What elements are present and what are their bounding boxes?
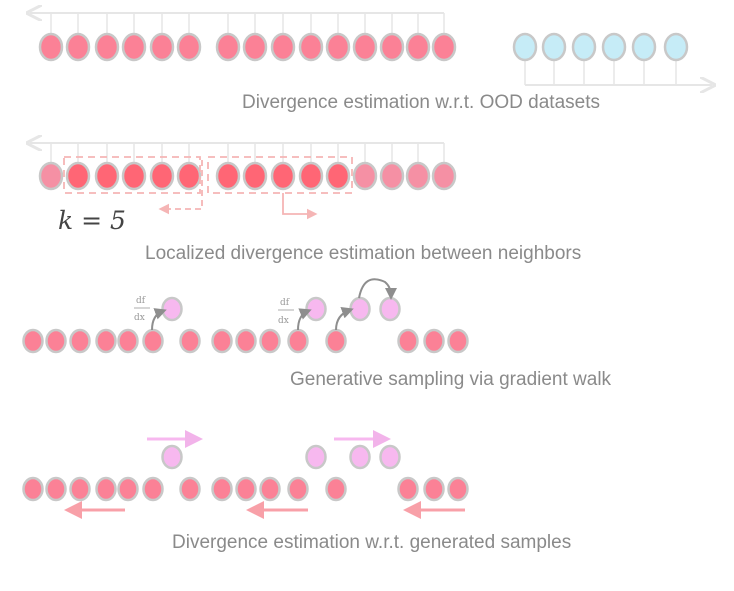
- in-distribution-sample: [447, 328, 469, 354]
- in-distribution-sample: [176, 161, 202, 191]
- in-distribution-sample: [379, 32, 405, 62]
- caption-gradient-walk: Generative sampling via gradient walk: [290, 369, 612, 390]
- in-distribution-sample: [259, 476, 281, 502]
- generated-sample: [305, 296, 327, 322]
- in-distribution-sample: [142, 476, 164, 502]
- in-distribution-sample: [235, 476, 257, 502]
- in-distribution-sample: [215, 161, 241, 191]
- in-distribution-sample: [121, 32, 147, 62]
- in-distribution-sample: [423, 328, 445, 354]
- caption-generated-divergence: Divergence estimation w.r.t. generated s…: [172, 532, 571, 553]
- in-distribution-sample: [287, 328, 309, 354]
- in-distribution-sample: [45, 476, 67, 502]
- gradient-label-numerator: df: [136, 296, 146, 306]
- in-distribution-sample: [287, 476, 309, 502]
- in-distribution-sample: [270, 32, 296, 62]
- in-distribution-sample: [352, 161, 378, 191]
- in-distribution-sample: [45, 328, 67, 354]
- in-distribution-sample: [423, 476, 445, 502]
- in-distribution-sample: [22, 476, 44, 502]
- in-distribution-sample: [431, 161, 457, 191]
- window-shift-arrow: [282, 193, 318, 220]
- gradient-label-denominator: dx: [134, 313, 145, 323]
- ood-sample: [541, 32, 567, 62]
- in-distribution-sample: [121, 161, 147, 191]
- ood-sample: [631, 32, 657, 62]
- in-distribution-sample: [149, 161, 175, 191]
- ood-sample: [601, 32, 627, 62]
- gradient-arrow: [297, 308, 312, 331]
- in-distribution-sample: [397, 476, 419, 502]
- generated-sample: [379, 444, 401, 470]
- caption-ood-divergence: Divergence estimation w.r.t. OOD dataset…: [242, 92, 600, 113]
- in-distribution-sample: [259, 328, 281, 354]
- in-distribution-sample: [176, 32, 202, 62]
- in-distribution-sample: [95, 328, 117, 354]
- in-distribution-sample: [65, 32, 91, 62]
- in-distribution-sample: [325, 476, 347, 502]
- in-distribution-sample: [397, 328, 419, 354]
- in-distribution-sample: [405, 161, 431, 191]
- in-distribution-sample: [325, 328, 347, 354]
- in-distribution-sample: [447, 476, 469, 502]
- neighbor-window-box: [63, 156, 201, 194]
- in-distribution-sample: [270, 161, 296, 191]
- in-distribution-sample: [242, 161, 268, 191]
- generated-sample: [305, 444, 327, 470]
- in-distribution-sample: [179, 476, 201, 502]
- in-distribution-sample: [95, 476, 117, 502]
- ood-sample: [663, 32, 689, 62]
- in-distribution-sample: [215, 32, 241, 62]
- gradient-walk-arc: [358, 278, 397, 300]
- in-distribution-sample: [38, 161, 64, 191]
- in-distribution-sample: [242, 32, 268, 62]
- in-distribution-sample: [69, 476, 91, 502]
- in-distribution-sample: [179, 328, 201, 354]
- in-distribution-sample: [22, 328, 44, 354]
- ood-sample: [512, 32, 538, 62]
- in-distribution-sample: [325, 32, 351, 62]
- in-distribution-sample: [405, 32, 431, 62]
- gradient-label-numerator: df: [280, 298, 290, 308]
- in-distribution-sample: [211, 476, 233, 502]
- in-distribution-sample: [142, 328, 164, 354]
- in-distribution-sample: [65, 161, 91, 191]
- in-distribution-sample: [298, 161, 324, 191]
- in-distribution-sample: [379, 161, 405, 191]
- neighbor-window-box: [207, 156, 353, 194]
- in-distribution-sample: [235, 328, 257, 354]
- window-shift-arrow: [158, 160, 203, 215]
- in-distribution-sample: [298, 32, 324, 62]
- in-distribution-sample: [352, 32, 378, 62]
- gradient-arrow: [335, 307, 354, 331]
- in-distribution-sample: [325, 161, 351, 191]
- in-distribution-sample: [38, 32, 64, 62]
- k-label: k = 5: [58, 206, 126, 235]
- gradient-arrow: [151, 308, 167, 331]
- generated-sample: [161, 296, 183, 322]
- in-distribution-sample: [94, 32, 120, 62]
- in-distribution-sample: [117, 328, 139, 354]
- ood-sample: [571, 32, 597, 62]
- gradient-label-denominator: dx: [278, 316, 289, 326]
- in-distribution-sample: [149, 32, 175, 62]
- in-distribution-sample: [69, 328, 91, 354]
- generated-sample: [349, 296, 371, 322]
- generated-sample: [379, 296, 401, 322]
- generated-sample: [161, 444, 183, 470]
- in-distribution-sample: [117, 476, 139, 502]
- in-distribution-sample: [211, 328, 233, 354]
- generated-sample: [349, 444, 371, 470]
- caption-localized-divergence: Localized divergence estimation between …: [145, 243, 581, 264]
- in-distribution-sample: [94, 161, 120, 191]
- in-distribution-sample: [431, 32, 457, 62]
